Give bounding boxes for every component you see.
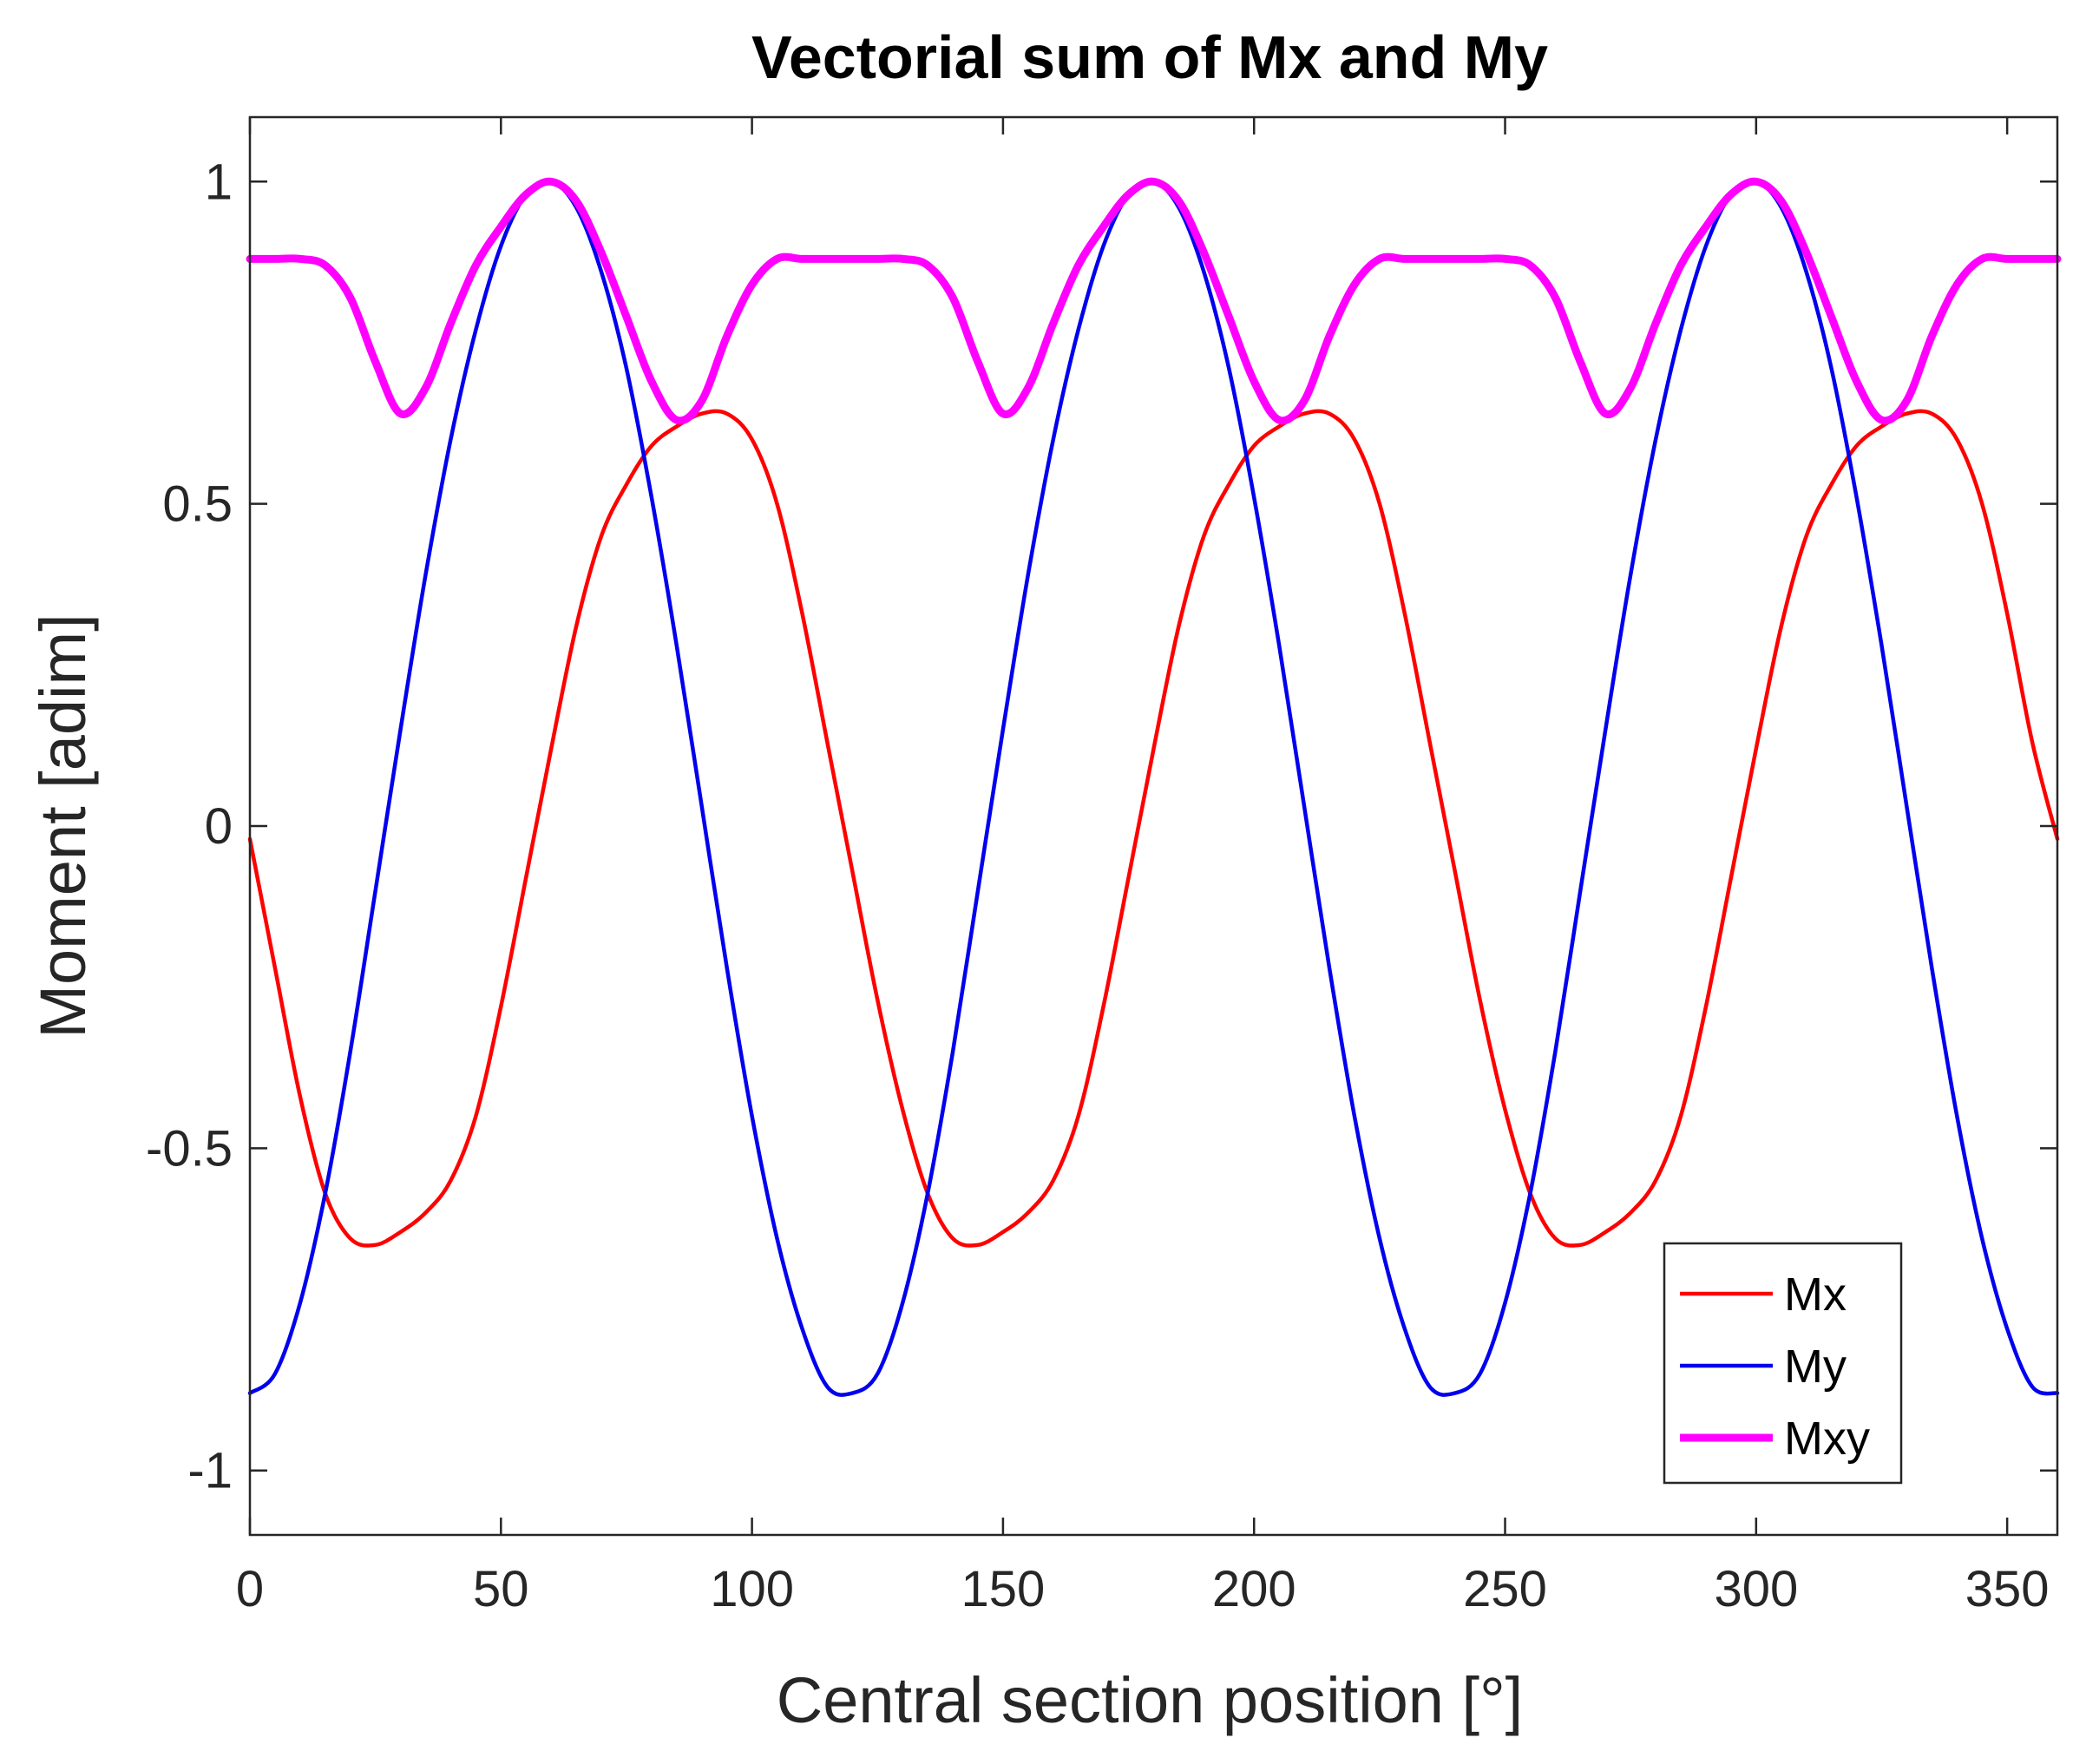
y-tick-label: -0.5	[146, 1120, 233, 1177]
x-tick-label: 0	[236, 1561, 264, 1617]
legend-label-mx: Mx	[1784, 1269, 1847, 1321]
x-tick-label: 100	[710, 1561, 794, 1617]
series-line-mx	[247, 409, 2060, 1248]
y-tick-label: 1	[205, 154, 233, 210]
legend-label-mxy: Mxy	[1784, 1413, 1870, 1465]
y-tick-label: -1	[187, 1443, 233, 1499]
chart-title: Vectorial sum of Mx and My	[751, 23, 1548, 91]
x-tick-label: 300	[1714, 1561, 1798, 1617]
plot-frame	[248, 115, 2059, 1537]
x-tick-label: 200	[1212, 1561, 1296, 1617]
legend: Mx My Mxy	[1663, 1242, 1903, 1485]
x-tick-label: 150	[961, 1561, 1046, 1617]
x-tick-label: 50	[473, 1561, 529, 1617]
y-axis-label: Moment [adim]	[27, 613, 99, 1038]
x-axis-label: Central section position [°]	[777, 1664, 1523, 1736]
series-layer	[246, 177, 2062, 1397]
series-line-mxy	[246, 177, 2062, 425]
legend-label-my: My	[1784, 1341, 1847, 1393]
x-tick-label: 350	[1965, 1561, 2050, 1617]
y-tick-label: 0.5	[162, 476, 233, 533]
y-tick-label: 0	[205, 798, 233, 855]
x-tick-label: 250	[1463, 1561, 1547, 1617]
tick-layer: 0 50 100 150 200 250 300 350 -1 -0.5 0 0.5 1	[146, 117, 2057, 1617]
legend-box	[1663, 1242, 1903, 1485]
